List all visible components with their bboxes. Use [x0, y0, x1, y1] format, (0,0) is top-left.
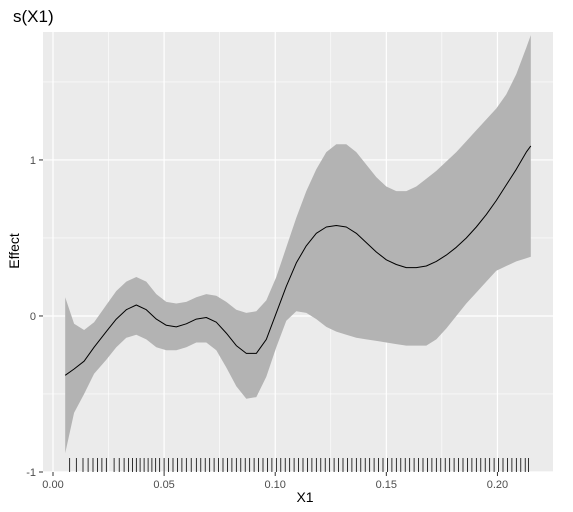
chart-title: s(X1) [13, 7, 54, 26]
x-axis: 0.00 0.05 0.10 0.15 0.20 [42, 472, 508, 491]
x-tick-label: 0.10 [265, 479, 286, 491]
x-axis-label: X1 [296, 489, 313, 505]
x-tick-label: 0.20 [487, 479, 508, 491]
confidence-band [65, 35, 531, 454]
y-tick-label: 0 [30, 311, 36, 323]
rug-marks [69, 458, 529, 472]
smooth-fit-line [64, 145, 532, 376]
y-axis: -1 0 1 [26, 155, 43, 479]
y-tick-label: 1 [30, 155, 36, 167]
y-tick-label: -1 [26, 467, 36, 479]
x-tick-label: 0.00 [42, 479, 63, 491]
x-tick-label: 0.05 [153, 479, 174, 491]
y-axis-label: Effect [6, 233, 22, 269]
x-tick-label: 0.15 [376, 479, 397, 491]
